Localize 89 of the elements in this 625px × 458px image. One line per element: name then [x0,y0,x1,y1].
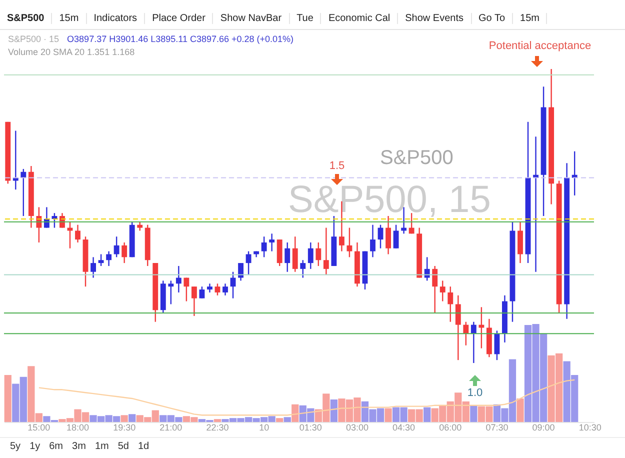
candlestick [284,242,290,272]
candlestick [494,330,500,361]
x-tick-label: 04:30 [392,422,416,432]
x-tick-label: 01:30 [299,422,322,432]
x-tick-label: 03:00 [346,422,368,432]
text: Show NavBar [213,13,290,24]
text: 15m [52,13,87,24]
candlestick [269,233,275,252]
x-tick-label: 19:30 [113,422,136,432]
candlestick [292,236,298,272]
candlestick [90,256,96,278]
candlestick [470,321,476,363]
candlestick [518,221,523,264]
text: Economic Cal [321,13,398,24]
candlestick [98,254,104,267]
bar [284,417,291,422]
x-tick-label: 15:00 [28,422,50,432]
text: S&P500 [0,13,52,24]
candlestick [463,321,469,346]
bar [292,404,299,422]
candlestick [316,242,322,267]
text: Potential acceptance [488,40,592,52]
text: 1m [94,441,109,452]
candlestick [168,280,174,305]
text: Place Order [145,13,214,24]
candlestick [378,224,384,249]
text: Tue [290,13,322,24]
candlestick [184,277,190,302]
text: 3m [72,441,86,452]
candlestick [308,242,314,270]
annotation: S&P500 [380,147,454,169]
candlestick [346,227,352,258]
candlestick [386,215,391,255]
candlestick [238,262,244,282]
candlestick [323,227,329,276]
candlestick [393,224,399,249]
candlestick [230,271,236,299]
text: Go To [472,13,514,24]
candlestick [176,265,182,294]
candlestick [300,260,306,278]
text: 15m [513,13,548,24]
x-tick-label: 10:30 [578,422,602,432]
candlestick [261,236,267,258]
text: 5d [118,441,129,452]
bar [470,405,478,422]
candlestick [52,212,58,228]
text: Volume 20 SMA 20 1.351 1.168 [8,46,136,59]
candlestick [448,286,454,322]
candlestick [440,280,446,302]
candlestick [370,224,376,258]
text: 1y [30,441,40,452]
candlestick [199,286,205,299]
candlestick [455,294,461,361]
candlestick [122,242,128,264]
chart-title: S&P500 · 15 [8,34,60,44]
bar [214,419,222,422]
text: 6m [49,441,64,452]
bar [128,414,136,422]
text: 1d [138,441,150,452]
x-tick-label: 09:00 [532,422,555,432]
chart-subtitle: O3897.37 H3901.46 L3895.11 C3897.66 +0.28 (+0.01%) [67,34,294,44]
x-tick-label: 06:00 [439,422,462,432]
text: 5y [10,441,21,452]
candlestick [432,265,438,314]
x-tick-label: 22:30 [206,422,229,432]
x-tick-label: 07:30 [486,422,508,432]
bar [276,418,284,422]
candlestick [246,250,252,276]
bar [516,398,524,422]
bar [330,399,338,422]
x-tick-label: 10 [259,422,270,432]
candlestick [214,283,220,296]
annotation: 1.0 [467,387,483,399]
candlestick [106,250,112,267]
candlestick [276,238,282,267]
text: Indicators [86,13,146,24]
bar [4,374,12,422]
candlestick [114,236,120,258]
annotation: 1.5 [329,160,345,172]
candlestick [191,286,197,317]
bar [120,415,128,422]
bar [384,408,392,422]
text: Show Events [398,13,472,24]
bar [424,407,431,422]
x-tick-label: 18:00 [66,422,90,432]
candlestick [222,283,228,296]
x-tick-label: 21:00 [160,422,182,432]
candlestick [20,168,26,217]
candlestick [75,224,80,244]
